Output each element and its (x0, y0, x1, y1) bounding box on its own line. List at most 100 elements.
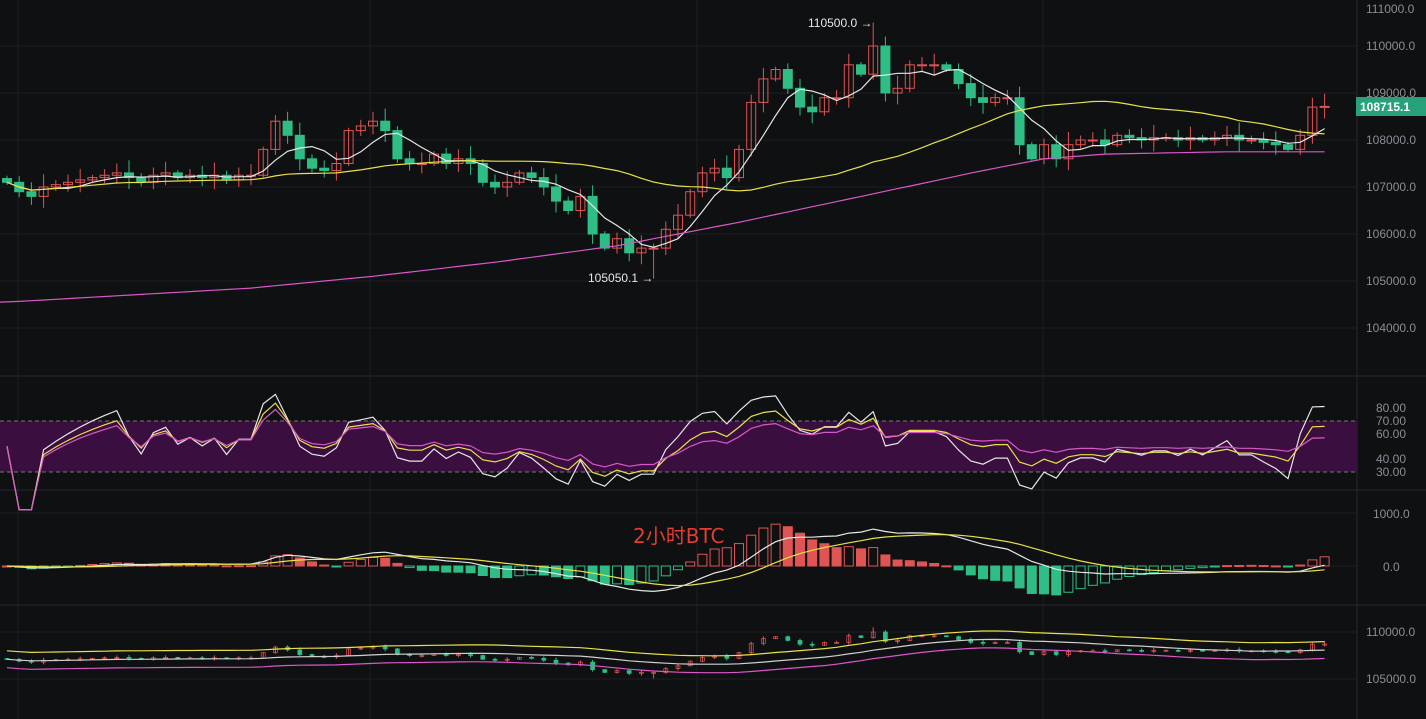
macd-bar-positive (770, 523, 781, 567)
macd-bar-positive (270, 555, 281, 567)
macd-bar-negative (1002, 565, 1013, 582)
candle-body (111, 172, 122, 176)
mini-tick: 110000.0 (1366, 625, 1415, 639)
macd-bar-positive (929, 562, 940, 567)
candle-up (660, 221, 671, 256)
macd-bar-negative (612, 565, 622, 585)
mini-candle-body (419, 655, 425, 657)
mini-candle (956, 635, 961, 641)
macd-bar-negative (1124, 565, 1135, 577)
macd-bar-negative (660, 565, 671, 577)
candle-down (978, 85, 988, 114)
mini-candle-body (992, 641, 998, 644)
candle-body (1026, 144, 1037, 160)
mini-candle (346, 648, 351, 657)
macd-bar-negative (453, 565, 464, 573)
mini-candle-body (480, 655, 486, 660)
mini-candle-body (822, 641, 827, 646)
candle-up (1039, 138, 1049, 165)
mini-candle-body (297, 649, 303, 655)
candle-body (1063, 144, 1074, 160)
candle-body (63, 181, 73, 186)
macd-bar-positive (1295, 564, 1306, 567)
candle-down (1270, 131, 1281, 155)
candle-up (697, 166, 708, 198)
macd-bar-negative (1087, 565, 1098, 586)
candle-up (1075, 135, 1086, 149)
mini-candle (212, 655, 217, 661)
price-tick: 109000.0 (1366, 86, 1416, 100)
candle-up (843, 53, 854, 108)
macd-bar-positive (380, 557, 391, 567)
mini-candle-body (785, 636, 791, 641)
candle-body (38, 186, 49, 197)
candle-body (404, 158, 415, 165)
candle-down (1258, 132, 1269, 150)
candle-up (868, 22, 879, 80)
candle-down (795, 78, 805, 116)
price-tick: 107000.0 (1366, 180, 1416, 194)
macd-bar-positive (880, 554, 891, 567)
candle-down (563, 196, 574, 215)
macd-bar-negative (490, 565, 500, 579)
candle-body (355, 125, 366, 132)
candle-down (1026, 141, 1037, 162)
mini-candle (1005, 640, 1010, 644)
rsi-tick: 80.00 (1376, 401, 1406, 415)
macd-axis[interactable]: 1000.0 0.0 (1373, 507, 1410, 574)
candle-body (929, 64, 940, 67)
macd-bar-negative (1161, 565, 1171, 572)
candle-up (612, 232, 622, 254)
ma-long-line (0, 151, 1325, 303)
candle-up (709, 158, 720, 182)
macd-bar-negative (636, 565, 647, 584)
mini-candle-body (529, 657, 534, 659)
candle-body (1002, 97, 1013, 100)
price-axis[interactable]: 111000.0 110000.0 109000.0 108000.0 1070… (1366, 2, 1416, 335)
chart-title: 2小时BTC (633, 524, 724, 548)
mini-candle (663, 667, 669, 674)
mini-candle-body (1041, 651, 1047, 655)
candle-body (795, 87, 805, 108)
candle-body (563, 200, 574, 212)
candle-up (270, 115, 281, 155)
macd-bar-negative (990, 565, 1001, 581)
mini-candle-body (541, 657, 547, 661)
macd-bar-positive (1234, 564, 1245, 567)
candle-up (368, 111, 378, 135)
mini-candle-body (773, 636, 778, 639)
mini-axis[interactable]: 110000.0 105000.0 (1366, 625, 1416, 686)
macd-bar-negative (441, 565, 452, 573)
price-tick: 108000.0 (1366, 133, 1416, 147)
macd-bar-negative (465, 565, 476, 574)
mini-candle-body (175, 657, 181, 659)
candle-up (746, 94, 757, 157)
candle-up (990, 93, 1001, 107)
macd-bar-negative (1075, 565, 1086, 590)
mini-candle (1017, 640, 1022, 654)
mini-candle-body (700, 657, 705, 662)
macd-bar-positive (319, 564, 330, 567)
candle-body (2, 178, 12, 183)
mini-candle-body (870, 631, 876, 638)
candle-body (514, 172, 525, 183)
candle-up (831, 89, 842, 105)
candle-body (721, 167, 732, 179)
candle-down (953, 63, 964, 90)
candle-up (75, 168, 86, 193)
candle-body (502, 181, 513, 188)
macd-bar-negative (429, 565, 439, 572)
macd-bar-positive (941, 565, 952, 568)
mini-candle-body (1102, 650, 1108, 653)
candle-down (1234, 122, 1245, 152)
candle-body (50, 184, 61, 188)
mini-candle-body (834, 641, 839, 644)
mini-candle (1163, 649, 1169, 652)
mini-candle (273, 645, 278, 654)
rsi-axis[interactable]: 80.00 70.00 60.00 40.00 30.00 (1376, 401, 1406, 479)
mini-candle (748, 641, 754, 655)
mini-candle-body (809, 643, 815, 646)
candle-body (904, 64, 915, 89)
macd-bar-positive (1222, 565, 1232, 568)
